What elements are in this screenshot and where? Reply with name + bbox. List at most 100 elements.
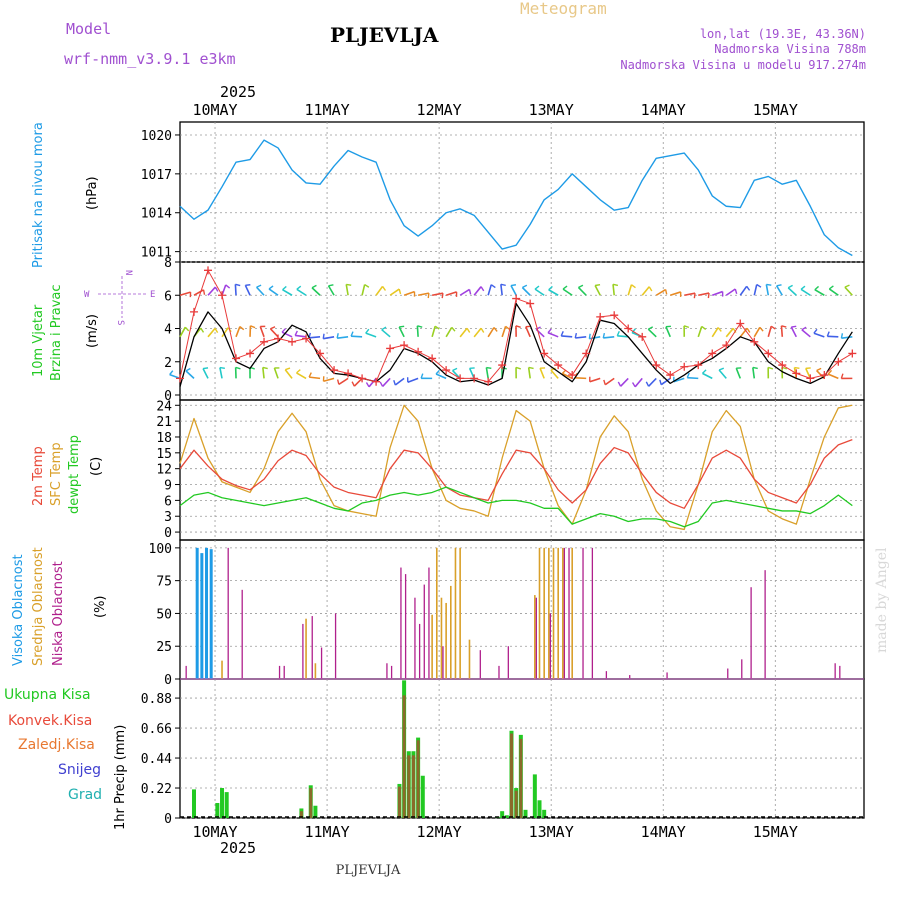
gust-marker — [736, 319, 745, 328]
cloud-bar — [404, 574, 407, 679]
cloud-bar — [414, 597, 416, 679]
wind-barb — [268, 288, 279, 296]
wind-barb — [202, 368, 209, 379]
y-tick-label: 24 — [156, 399, 172, 414]
wind-barb — [648, 377, 657, 387]
wind-barb-tick — [813, 328, 818, 334]
cloud-bar — [445, 602, 447, 679]
wind-barb — [575, 376, 587, 380]
wind-barb-tick — [574, 332, 578, 339]
wind-barb — [445, 326, 453, 338]
cloud-bar — [305, 618, 307, 679]
wind-barb — [394, 377, 405, 386]
precip-conv-bar — [309, 788, 313, 818]
wind-barb — [805, 368, 812, 379]
wind-barb-tick — [707, 292, 710, 299]
precip-total-bar — [523, 809, 528, 818]
gust-marker — [596, 312, 605, 321]
wind-barb-tick — [550, 367, 556, 371]
gust-marker — [428, 354, 437, 363]
wind-barb — [185, 370, 195, 379]
wind-barb-tick — [647, 326, 654, 330]
gust-marker — [512, 294, 521, 303]
cloud-bar — [302, 623, 304, 679]
wind-barb — [221, 327, 229, 338]
wind-barb-tick — [200, 327, 205, 333]
wind-barb-tick — [281, 328, 287, 333]
cloud-bar — [435, 547, 438, 679]
wind-barb — [345, 284, 349, 296]
cloud-bar — [428, 567, 430, 679]
gust-marker — [582, 349, 591, 358]
cloud-bar — [390, 665, 393, 679]
gust-marker — [666, 371, 675, 380]
wind-barb-tick — [245, 284, 251, 286]
wind-barb — [337, 336, 349, 339]
wind-barb — [459, 327, 468, 338]
cloud-bar — [200, 553, 204, 679]
cloud-bar — [314, 663, 317, 679]
wind-barb — [561, 372, 573, 380]
gust-marker — [330, 366, 339, 375]
precip-total-bar — [420, 775, 425, 818]
wind-barb-tick — [756, 283, 762, 288]
wind-barb — [589, 377, 601, 383]
wind-barb-tick — [202, 289, 206, 295]
wind-barb-tick — [746, 285, 751, 291]
y-tick-label: 1020 — [141, 129, 172, 144]
wind-barb-tick — [270, 326, 276, 330]
wind-barb — [765, 284, 770, 296]
year-top: 2025 — [220, 83, 256, 101]
wind-barb — [296, 372, 307, 380]
dewpt-line — [179, 486, 853, 528]
wind-barb-tick — [816, 367, 822, 372]
wind-barb — [527, 367, 531, 379]
wind-barb — [800, 288, 811, 296]
wind-barb — [327, 285, 335, 296]
precip-total-bar — [504, 815, 509, 818]
cloud-bar — [418, 623, 421, 679]
gust-marker — [610, 311, 619, 320]
wind-barb-tick — [701, 369, 707, 374]
wind-barb — [753, 284, 758, 296]
cloud-bar — [727, 668, 729, 679]
wind-barb — [739, 327, 748, 338]
wind-barb-tick — [235, 366, 241, 370]
plot-layer: 1011101410171020024680369121518212402550… — [141, 101, 865, 841]
wind-barb-tick — [346, 283, 352, 286]
wind-barb — [311, 287, 321, 296]
gust-marker — [246, 349, 255, 358]
wind-barb-tick — [382, 285, 387, 291]
precip-conv-bar — [397, 786, 401, 818]
wind-barb — [381, 329, 391, 338]
precip-total-bar — [220, 788, 225, 818]
wind-barb — [487, 284, 493, 296]
wind-barb-tick — [664, 289, 668, 295]
gust-marker — [750, 337, 759, 346]
wind-barb — [673, 377, 685, 383]
gust-marker — [470, 374, 479, 383]
y-tick-label: 0.44 — [141, 752, 172, 767]
gust-marker — [204, 266, 213, 275]
wind-barb — [259, 326, 265, 338]
wind-barb-tick — [560, 331, 564, 337]
wind-barb — [687, 376, 699, 380]
cloud-bar — [227, 547, 229, 679]
legend-snow: Snijeg — [58, 762, 101, 778]
wind-barb-tick — [534, 285, 540, 290]
wind-barb-tick — [693, 293, 696, 299]
gust-marker — [274, 334, 283, 343]
wind-barb — [775, 285, 783, 296]
wind-barb — [445, 291, 457, 297]
cloud-bar — [431, 614, 433, 679]
lonlat-label: lon,lat (19.3E, 43.36N) — [700, 27, 866, 41]
wind-barb — [548, 289, 559, 296]
wind-barb — [281, 331, 293, 338]
wind-barb — [767, 326, 773, 338]
pressure-title: Pritisak na nivou mora — [31, 122, 46, 268]
wind-barb — [500, 284, 503, 296]
wind-barb — [655, 288, 667, 296]
wind-barb-tick — [365, 382, 370, 388]
wind-barb — [295, 334, 307, 338]
